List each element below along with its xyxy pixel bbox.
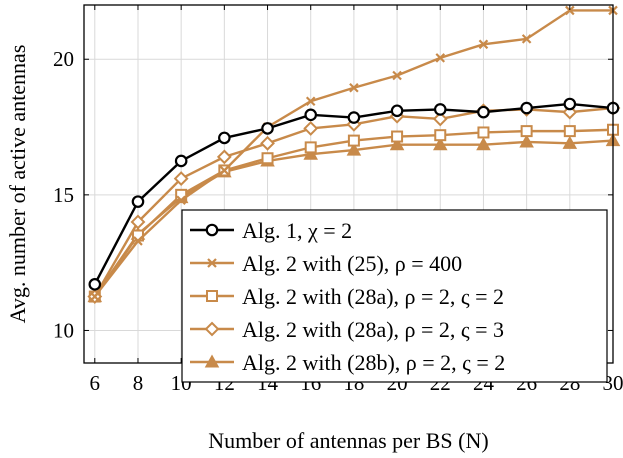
data-point <box>346 142 362 156</box>
data-point <box>303 146 318 160</box>
data-point <box>218 131 231 145</box>
data-point <box>133 236 143 246</box>
data-point <box>562 135 578 149</box>
data-point <box>520 125 533 138</box>
legend-label: Alg. 2 with (25), ρ = 400 <box>242 251 462 276</box>
legend-entry: Alg. 2 with (28b), ρ = 2, ς = 2 <box>190 350 505 375</box>
data-point <box>173 171 189 186</box>
legend-entry: Alg. 2 with (25), ρ = 400 <box>190 251 462 276</box>
data-point <box>304 108 318 122</box>
data-point <box>478 39 489 50</box>
data-point <box>391 130 404 143</box>
data-point <box>219 165 230 176</box>
data-point <box>565 5 575 16</box>
data-point <box>389 137 405 151</box>
data-point <box>347 134 360 147</box>
data-point <box>563 97 577 111</box>
data-point <box>207 258 217 268</box>
data-point <box>205 223 219 237</box>
x-tick-label: 8 <box>133 371 144 395</box>
x-axis-label: Number of antennas per BS (N) <box>208 428 488 453</box>
data-point <box>261 152 274 165</box>
data-point <box>174 154 188 168</box>
data-point <box>520 101 533 115</box>
legend-entry: Alg. 1, χ = 2 <box>190 218 352 243</box>
data-point <box>130 214 146 230</box>
data-point <box>204 354 220 368</box>
data-point <box>260 135 275 151</box>
legend-label: Alg. 1, χ = 2 <box>242 218 352 243</box>
data-point <box>90 291 100 302</box>
y-tick-label: 10 <box>53 318 74 342</box>
data-point <box>477 126 490 139</box>
data-point <box>390 104 404 118</box>
data-point <box>131 195 145 208</box>
data-point <box>349 82 359 93</box>
data-point <box>432 137 448 151</box>
data-point <box>476 137 491 151</box>
legend-label: Alg. 2 with (28a), ρ = 2, ς = 2 <box>242 284 504 309</box>
series-circle <box>88 97 620 291</box>
data-point <box>216 149 232 165</box>
series-layer <box>87 5 621 304</box>
data-point <box>206 290 218 302</box>
data-point <box>392 70 402 81</box>
data-point <box>88 278 102 291</box>
data-point <box>305 96 316 107</box>
data-point <box>204 321 220 337</box>
legend: Alg. 1, χ = 2 Alg. 2 with (25), ρ = 400 Al… <box>181 209 608 383</box>
data-point <box>303 120 319 136</box>
data-point <box>477 105 490 119</box>
y-axis-label: Avg. number of active antennas <box>5 45 30 324</box>
legend-label: Alg. 2 with (28b), ρ = 2, ς = 2 <box>242 350 505 375</box>
x-tick-label: 30 <box>603 371 623 395</box>
data-point <box>261 122 274 135</box>
legend-entry: Alg. 2 with (28a), ρ = 2, ς = 3 <box>190 317 504 342</box>
data-point <box>521 34 532 44</box>
y-tick-label: 20 <box>53 47 74 71</box>
x-tick-label: 6 <box>90 371 101 395</box>
legend-label: Alg. 2 with (28a), ρ = 2, ς = 3 <box>242 317 504 342</box>
data-point <box>176 195 186 206</box>
legend-entry: Alg. 2 with (28a), ρ = 2, ς = 2 <box>190 284 504 309</box>
data-point <box>435 53 446 63</box>
data-point <box>304 141 317 154</box>
data-point <box>519 134 534 148</box>
data-point <box>433 103 447 116</box>
data-point <box>432 111 448 127</box>
data-point <box>563 125 576 138</box>
data-point <box>347 111 361 124</box>
data-point <box>434 129 447 142</box>
legend-box <box>181 209 608 383</box>
y-tick-label: 15 <box>53 183 74 207</box>
